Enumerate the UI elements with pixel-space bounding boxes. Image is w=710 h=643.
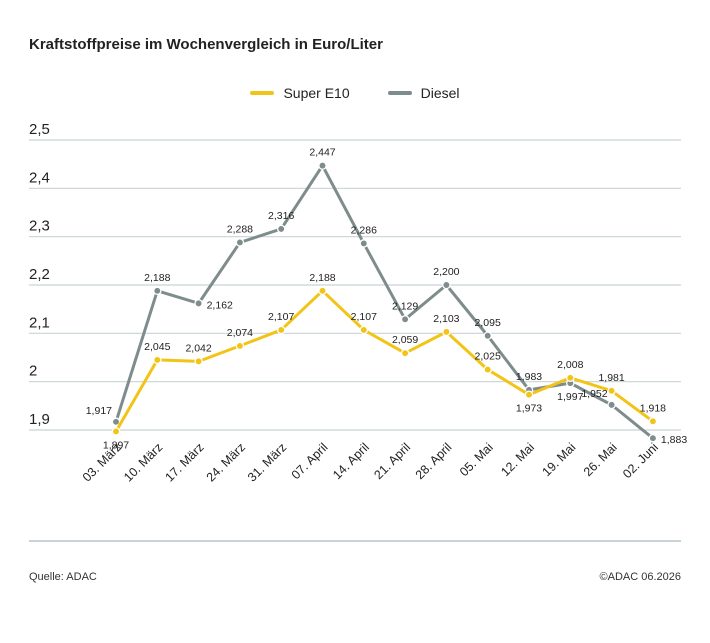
data-point-super-e10 [235,341,245,351]
data-point-diesel [442,280,451,290]
data-point-diesel [153,286,162,296]
x-tick-label: 12. Mai [498,440,537,479]
x-tick-label: 26. Mai [581,440,620,479]
data-point-diesel [235,238,245,247]
data-label-diesel: 2,288 [227,223,253,235]
data-label-super-e10: 1,897 [103,439,129,451]
x-tick-label: 28. April [413,440,455,482]
y-tick-label: 2,1 [29,314,50,331]
y-tick-label: 2,5 [29,121,50,138]
data-point-super-e10 [153,355,162,365]
data-point-super-e10 [400,348,410,358]
legend-item-diesel: Diesel [387,85,460,101]
data-label-diesel: 2,316 [268,210,294,222]
data-label-diesel: 2,188 [144,272,170,284]
data-label-super-e10: 2,074 [227,327,253,339]
legend-item-super-e10: Super E10 [250,85,350,101]
x-tick-label: 05. Mai [457,440,496,479]
source-note: Quelle: ADAC [29,571,97,583]
data-point-super-e10 [111,427,121,436]
y-tick-label: 2,4 [29,169,50,186]
data-label-super-e10: 2,103 [433,313,459,325]
data-point-super-e10 [442,327,451,337]
data-point-diesel [400,315,410,324]
legend-label-super-e10: Super E10 [283,85,350,101]
data-point-diesel [359,239,369,248]
data-point-diesel [607,400,616,410]
data-point-super-e10 [607,386,616,396]
data-label-super-e10: 2,045 [144,341,170,353]
data-point-super-e10 [276,325,286,335]
data-label-super-e10: 1,918 [640,402,666,414]
data-label-diesel: 2,286 [351,224,377,236]
data-point-diesel [276,224,286,234]
data-label-diesel: 1,997 [557,391,583,403]
data-point-diesel [648,433,658,443]
legend-swatch-diesel [387,91,412,95]
x-tick-label: 02. Juni [620,440,661,481]
footer-divider [29,540,681,542]
data-label-diesel: 2,200 [433,266,459,278]
x-tick-label: 21. April [371,440,413,482]
data-label-super-e10: 2,107 [268,311,294,323]
x-tick-label: 31. März [245,440,289,484]
y-tick-label: 2,2 [29,266,50,283]
chart-title: Kraftstoffpreise im Wochenvergleich in E… [29,36,383,53]
copyright-note: ©ADAC 06.2026 [599,571,682,583]
legend: Super E10 Diesel [0,85,710,101]
x-tick-label: 24. März [204,440,248,484]
data-label-diesel: 2,095 [475,317,501,329]
data-label-super-e10: 2,059 [392,334,418,346]
data-label-super-e10: 2,025 [475,351,501,363]
data-point-super-e10 [318,286,327,296]
data-point-super-e10 [566,373,575,383]
data-point-diesel [483,331,492,340]
data-label-super-e10: 1,973 [516,403,542,415]
data-point-super-e10 [483,365,492,374]
series-line-super-e10 [114,289,654,433]
data-point-super-e10 [194,357,203,366]
legend-swatch-super-e10 [250,91,275,95]
data-label-diesel: 2,162 [207,299,233,311]
x-tick-label: 14. April [330,440,372,482]
x-tick-label: 07. April [289,440,331,482]
data-point-super-e10 [359,325,369,335]
data-label-diesel: 2,447 [309,147,335,159]
data-label-diesel: 1,952 [581,388,607,400]
data-point-diesel [194,299,203,308]
x-tick-label: 17. März [162,440,206,484]
data-label-super-e10: 2,042 [185,342,211,354]
data-point-diesel [318,161,327,170]
data-label-super-e10: 2,107 [351,311,377,323]
data-point-super-e10 [648,417,658,426]
data-point-super-e10 [524,390,534,399]
legend-label-diesel: Diesel [420,85,460,101]
data-label-diesel: 1,917 [86,405,112,417]
data-label-diesel: 1,883 [661,434,687,446]
series-line-diesel [114,164,654,440]
y-tick-label: 2 [29,363,37,380]
y-tick-label: 1,9 [29,411,50,428]
data-label-diesel: 1,983 [516,371,542,383]
data-label-super-e10: 2,008 [557,359,583,371]
data-label-diesel: 2,129 [392,300,418,312]
data-point-diesel [111,417,121,427]
x-tick-label: 19. Mai [540,440,579,479]
data-label-super-e10: 1,981 [598,372,624,384]
data-label-super-e10: 2,188 [309,272,335,284]
y-tick-label: 2,3 [29,218,50,235]
